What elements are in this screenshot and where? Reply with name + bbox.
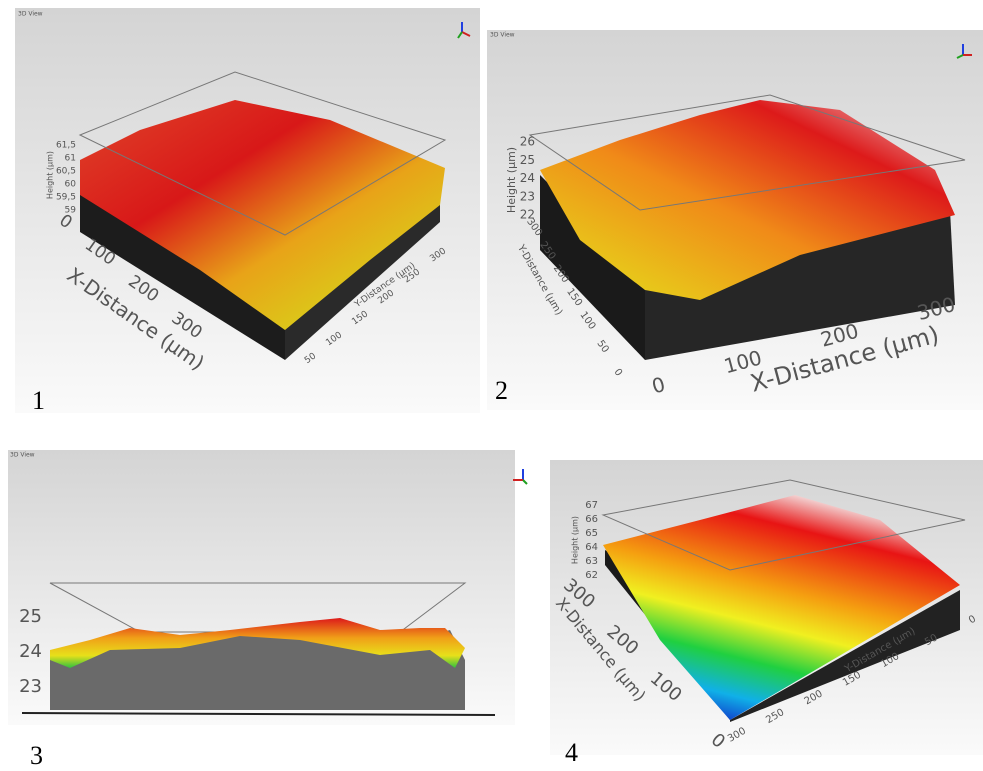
panel-number: 2 bbox=[495, 376, 508, 405]
height-label: Height (µm) bbox=[46, 151, 55, 199]
height-tick: 66 bbox=[585, 514, 598, 525]
view-label: 3D View bbox=[18, 11, 43, 18]
height-tick: 67 bbox=[585, 500, 598, 511]
height-tick: 61,5 bbox=[56, 141, 76, 151]
height-tick: 23 bbox=[520, 189, 535, 203]
panel-number: 4 bbox=[565, 738, 578, 767]
height-tick: 60 bbox=[65, 180, 77, 190]
height-tick: 25 bbox=[19, 606, 42, 627]
height-tick: 63 bbox=[585, 556, 598, 567]
figure: 1 2 3 4 3D View 3D View 3D View 61,5 61 60… bbox=[0, 0, 983, 771]
height-tick: 59,5 bbox=[56, 193, 76, 203]
height-tick: 62 bbox=[585, 570, 598, 581]
panel-number: 3 bbox=[30, 741, 43, 770]
height-tick: 60,5 bbox=[56, 167, 76, 177]
height-tick: 65 bbox=[585, 528, 598, 539]
height-tick: 26 bbox=[520, 135, 535, 149]
view-label: 3D View bbox=[10, 452, 35, 459]
panel-number: 1 bbox=[32, 386, 45, 415]
height-label: Height (µm) bbox=[505, 147, 518, 213]
height-tick: 61 bbox=[65, 154, 76, 164]
height-tick: 23 bbox=[19, 676, 42, 697]
view-label: 3D View bbox=[490, 32, 515, 39]
height-tick: 24 bbox=[19, 641, 42, 662]
height-tick: 64 bbox=[585, 542, 598, 553]
height-label: Height (µm) bbox=[571, 516, 580, 564]
height-tick: 24 bbox=[520, 171, 535, 185]
height-tick: 25 bbox=[520, 153, 535, 167]
